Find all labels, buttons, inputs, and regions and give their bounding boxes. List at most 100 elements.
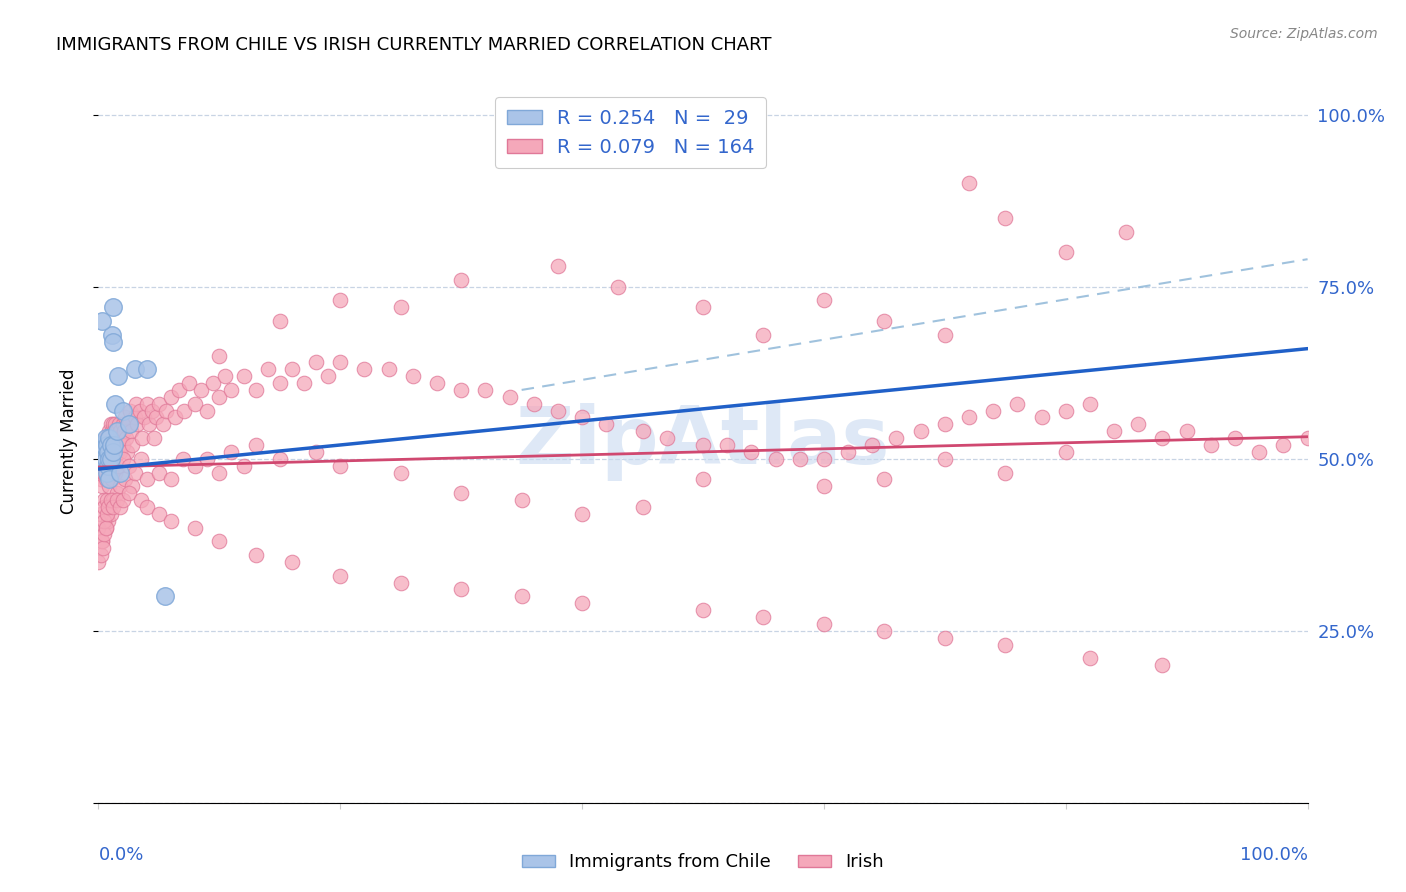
Point <box>100 472 122 486</box>
Point <box>571 507 593 521</box>
Point <box>91 534 114 549</box>
Point <box>94 520 117 534</box>
Point <box>155 403 177 417</box>
Point <box>752 610 775 624</box>
Point <box>103 424 125 438</box>
Point <box>873 472 896 486</box>
Point <box>96 507 118 521</box>
Point <box>108 466 131 480</box>
Point <box>1223 431 1246 445</box>
Point <box>105 424 128 438</box>
Point <box>94 451 117 466</box>
Point <box>281 555 304 569</box>
Point <box>389 301 412 315</box>
Point <box>692 301 714 315</box>
Point <box>692 472 714 486</box>
Point <box>100 507 122 521</box>
Point <box>172 451 194 466</box>
Point <box>202 376 225 390</box>
Point <box>1078 397 1101 411</box>
Point <box>450 273 472 287</box>
Point <box>148 466 170 480</box>
Point <box>160 514 183 528</box>
Text: 0.0%: 0.0% <box>98 847 143 864</box>
Point <box>1078 651 1101 665</box>
Point <box>90 507 112 521</box>
Point <box>631 424 654 438</box>
Point <box>100 466 122 480</box>
Point <box>994 211 1017 225</box>
Legend: Immigrants from Chile, Irish: Immigrants from Chile, Irish <box>515 847 891 879</box>
Point <box>104 438 127 452</box>
Point <box>98 472 121 486</box>
Point <box>97 458 120 473</box>
Point <box>96 438 118 452</box>
Point <box>873 314 896 328</box>
Point <box>1115 225 1137 239</box>
Point <box>105 486 128 500</box>
Point <box>190 383 212 397</box>
Point <box>994 466 1017 480</box>
Point <box>631 500 654 514</box>
Point <box>353 362 375 376</box>
Point <box>105 445 128 459</box>
Point <box>1128 417 1150 432</box>
Point <box>765 451 787 466</box>
Point <box>91 438 114 452</box>
Point <box>789 451 811 466</box>
Point <box>93 527 115 541</box>
Point <box>98 479 121 493</box>
Point <box>498 390 520 404</box>
Point <box>98 451 121 466</box>
Point <box>97 451 120 466</box>
Point <box>813 616 835 631</box>
Point <box>281 362 304 376</box>
Point <box>1199 438 1222 452</box>
Point <box>141 403 163 417</box>
Point <box>138 417 160 432</box>
Point <box>111 417 134 432</box>
Point <box>101 417 124 432</box>
Point <box>523 397 546 411</box>
Point <box>1054 445 1077 459</box>
Point <box>886 431 908 445</box>
Point <box>329 293 352 308</box>
Point <box>752 327 775 342</box>
Point <box>135 362 157 376</box>
Point <box>104 466 127 480</box>
Point <box>90 472 112 486</box>
Text: 100.0%: 100.0% <box>1240 847 1308 864</box>
Point <box>105 424 128 438</box>
Point <box>184 520 207 534</box>
Point <box>1152 658 1174 673</box>
Point <box>910 424 932 438</box>
Point <box>389 575 412 590</box>
Text: ZipAtlas: ZipAtlas <box>516 402 890 481</box>
Point <box>100 424 122 438</box>
Point <box>148 397 170 411</box>
Point <box>510 493 533 508</box>
Point <box>108 500 131 514</box>
Point <box>163 410 186 425</box>
Point <box>101 301 124 315</box>
Point <box>571 410 593 425</box>
Point <box>101 438 124 452</box>
Point <box>873 624 896 638</box>
Point <box>97 500 120 514</box>
Point <box>195 403 218 417</box>
Point <box>1249 445 1271 459</box>
Point <box>221 445 243 459</box>
Point <box>128 403 150 417</box>
Point <box>129 451 152 466</box>
Point <box>124 466 146 480</box>
Point <box>110 431 132 445</box>
Point <box>1054 245 1077 260</box>
Point <box>108 445 131 459</box>
Point <box>120 424 142 438</box>
Point <box>103 445 125 459</box>
Point <box>1054 403 1077 417</box>
Point <box>97 445 120 459</box>
Point <box>124 362 146 376</box>
Point <box>101 500 124 514</box>
Point <box>118 458 141 473</box>
